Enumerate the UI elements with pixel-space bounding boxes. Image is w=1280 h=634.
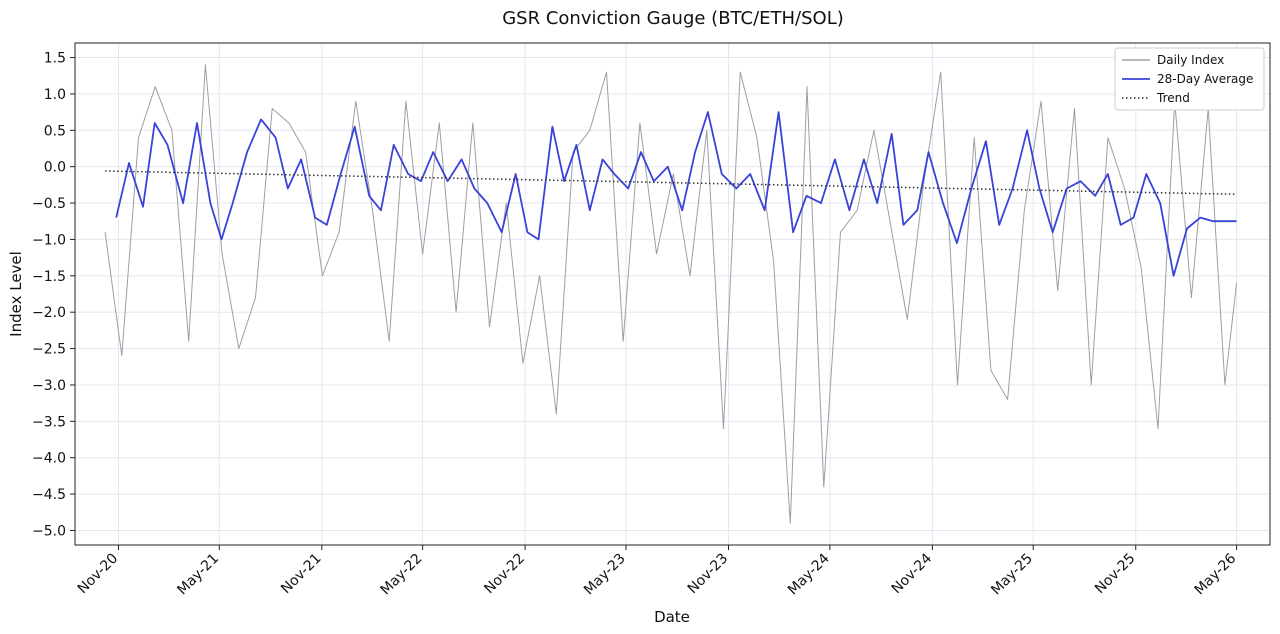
y-tick-label: 1.0 (44, 87, 66, 103)
x-tick-label: May-24 (785, 550, 833, 598)
legend-box (1114, 47, 1265, 111)
y-tick-label: 0.5 (44, 123, 66, 139)
y-tick-label: −3.5 (32, 414, 66, 430)
x-tick-label: Nov-25 (1092, 551, 1139, 598)
y-tick-label: −3.0 (32, 378, 66, 394)
series-line-daily-index (104, 64, 1238, 524)
y-tick-label: 1.5 (44, 51, 66, 67)
chart-title: GSR Conviction Gauge (BTC/ETH/SOL) (502, 8, 844, 29)
x-tick-label: Nov-20 (75, 551, 122, 598)
legend-entry-28-day-average: 28-Day Average (1157, 72, 1253, 86)
y-tick-label: −0.5 (32, 196, 66, 212)
x-tick-label: May-26 (1192, 550, 1240, 598)
x-tick-label: May-22 (378, 551, 426, 599)
x-tick-label: May-25 (988, 551, 1036, 599)
y-tick-label: −2.0 (32, 305, 66, 321)
y-axis-label: Index Level (7, 251, 25, 337)
x-tick-label: May-23 (581, 551, 629, 599)
grid (75, 43, 1270, 545)
y-axis-ticks: 1.5 1.0 0.5 0.0 −0.5 −1.0 −1.5 −2.0 −2.5 −3.0 −3.5… (32, 51, 75, 539)
series-line-trend (105, 170, 1237, 196)
y-tick-label: −4.5 (32, 487, 66, 503)
x-axis-label: Date (654, 608, 690, 626)
y-tick-label: −4.0 (32, 451, 66, 467)
x-tick-label: Nov-24 (889, 550, 936, 597)
y-tick-label: −1.0 (32, 232, 66, 248)
y-tick-label: −1.5 (32, 269, 66, 285)
x-tick-label: Nov-21 (278, 551, 325, 598)
plot-series (104, 64, 1238, 524)
x-tick-label: May-21 (174, 551, 222, 599)
y-tick-label: 0.0 (44, 160, 66, 176)
x-tick-label: Nov-23 (685, 551, 732, 598)
series-line-28-day-average (115, 111, 1237, 277)
y-tick-label: −2.5 (32, 342, 66, 358)
y-tick-label: −5.0 (32, 523, 66, 539)
legend: Daily Index 28-Day Average Trend (1114, 47, 1265, 111)
plot-frame (74, 42, 1271, 546)
x-tick-label: Nov-22 (481, 551, 528, 598)
legend-entry-daily-index: Daily Index (1157, 53, 1224, 67)
legend-entry-trend: Trend (1156, 91, 1190, 105)
x-axis-ticks: Nov-20 May-21 Nov-21 May-22 Nov-22 May-23 Nov-… (75, 545, 1240, 599)
